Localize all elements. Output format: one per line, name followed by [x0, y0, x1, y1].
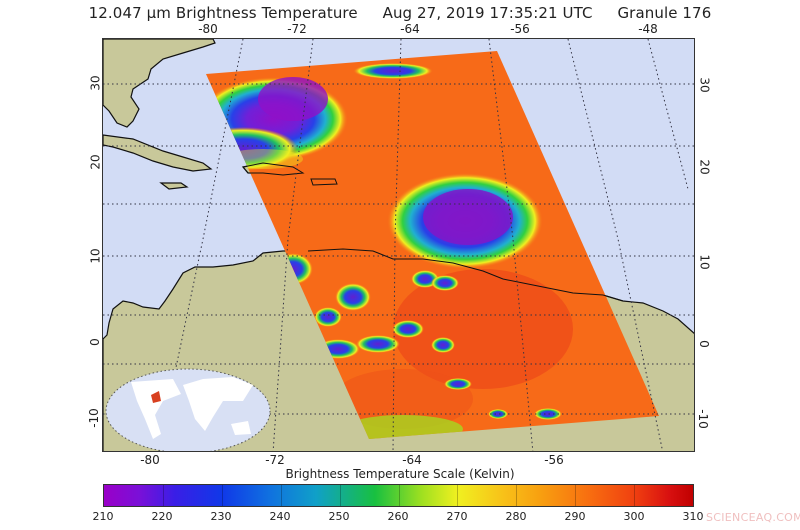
colorbar-label: 220	[151, 510, 173, 523]
title-datetime: Aug 27, 2019 17:35:21 UTC	[382, 4, 593, 22]
watermark: SCIENCEAQ.COM	[706, 511, 800, 524]
lon-tick-bottom: -80	[140, 453, 160, 467]
lon-tick-bottom: -56	[544, 453, 564, 467]
colorbar-label: 210	[92, 510, 114, 523]
lon-tick-top: -72	[287, 22, 307, 36]
colorbar-label: 300	[623, 510, 645, 523]
title-granule: Granule 176	[617, 4, 712, 22]
colorbar-label: 250	[328, 510, 350, 523]
lat-tick-right: 0	[696, 340, 711, 348]
chart-title: 12.047 μm Brightness Temperature Aug 27,…	[0, 4, 800, 22]
colorbar-label: 230	[210, 510, 232, 523]
colorbar-label: 290	[564, 510, 586, 523]
lon-tick-top: -64	[400, 22, 420, 36]
colorbar-label: 270	[446, 510, 468, 523]
lon-tick-bottom: -64	[402, 453, 422, 467]
colorbar-label: 280	[505, 510, 527, 523]
lat-tick-left: 20	[88, 154, 103, 170]
lat-tick-left: 30	[88, 75, 103, 91]
lon-tick-bottom: -72	[265, 453, 285, 467]
map-frame	[102, 38, 695, 452]
lon-tick-top: -48	[638, 22, 658, 36]
graticule	[103, 39, 694, 451]
lat-tick-left: 0	[87, 338, 102, 346]
coastline-overlay	[242, 162, 624, 302]
colorbar-label: 240	[269, 510, 291, 523]
colorbar	[103, 484, 694, 507]
colorbar-label: 310	[682, 510, 704, 523]
colorbar-label: 260	[387, 510, 409, 523]
lat-tick-right: 10	[697, 254, 712, 270]
colorbar-title: Brightness Temperature Scale (Kelvin)	[285, 467, 515, 481]
map-canvas	[103, 39, 694, 451]
lon-tick-top: -80	[198, 22, 218, 36]
lat-tick-right: 30	[697, 77, 712, 93]
lat-tick-right: -10	[695, 409, 710, 429]
lat-tick-right: 20	[697, 159, 712, 175]
title-wavelength: 12.047 μm Brightness Temperature	[88, 4, 358, 22]
lat-tick-left: -10	[86, 408, 101, 428]
lat-tick-left: 10	[88, 248, 103, 264]
world-locator-inset	[105, 368, 271, 451]
lon-tick-top: -56	[510, 22, 530, 36]
